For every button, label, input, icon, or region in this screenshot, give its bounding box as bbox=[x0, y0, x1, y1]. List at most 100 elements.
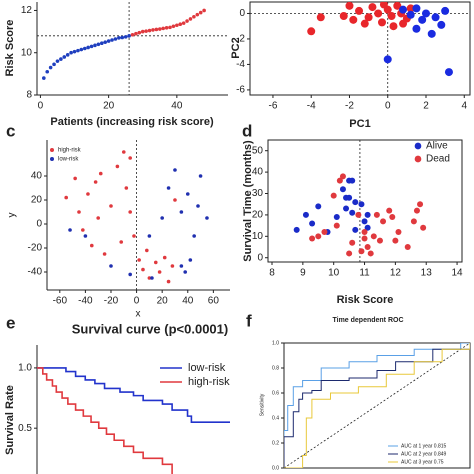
x-tick-label: -20 bbox=[104, 296, 119, 307]
point bbox=[164, 25, 169, 30]
point bbox=[96, 216, 100, 220]
point bbox=[412, 4, 421, 13]
y-tick-label: 40 bbox=[252, 167, 264, 178]
point bbox=[417, 201, 424, 208]
y-axis-label: Survival Time (months) bbox=[242, 140, 254, 262]
point bbox=[168, 25, 172, 30]
point bbox=[198, 10, 203, 15]
point bbox=[73, 176, 77, 181]
legend-label: low-risk bbox=[58, 157, 79, 163]
point bbox=[120, 35, 125, 40]
y-axis-label: Risk Score bbox=[4, 20, 16, 77]
x-tick-label: 11 bbox=[359, 268, 370, 279]
point bbox=[128, 210, 132, 214]
point bbox=[147, 28, 152, 33]
point bbox=[349, 177, 356, 184]
curve bbox=[37, 367, 230, 423]
panel-letter: c bbox=[6, 121, 15, 140]
point bbox=[404, 244, 411, 251]
point bbox=[128, 272, 132, 277]
x-tick-label: 2 bbox=[423, 101, 429, 112]
point bbox=[393, 2, 402, 10]
point bbox=[364, 211, 371, 218]
plot-area bbox=[293, 173, 427, 257]
point bbox=[345, 2, 354, 10]
point bbox=[59, 57, 63, 61]
point bbox=[349, 209, 356, 216]
point bbox=[181, 21, 186, 25]
curve bbox=[284, 343, 470, 468]
y-tick-label: -2 bbox=[236, 34, 245, 45]
point bbox=[192, 14, 196, 19]
point bbox=[171, 24, 176, 29]
y-tick-label: 0.0 bbox=[272, 465, 279, 471]
point bbox=[431, 13, 440, 22]
point bbox=[309, 220, 316, 227]
point bbox=[392, 237, 399, 244]
point bbox=[81, 228, 85, 232]
panel-letter: d bbox=[242, 121, 252, 140]
point bbox=[109, 264, 113, 268]
point bbox=[364, 244, 371, 251]
point bbox=[89, 243, 94, 248]
point bbox=[293, 226, 300, 233]
point bbox=[361, 229, 368, 236]
point bbox=[79, 47, 84, 52]
x-tick-label: 13 bbox=[421, 268, 433, 279]
point bbox=[76, 48, 80, 53]
x-axis-label: Risk Score bbox=[337, 294, 394, 306]
x-tick-label: 0 bbox=[134, 296, 140, 307]
legend-swatch bbox=[414, 155, 422, 163]
point bbox=[106, 39, 111, 43]
plot-area bbox=[64, 150, 209, 284]
point bbox=[157, 270, 162, 274]
point bbox=[413, 207, 420, 214]
point bbox=[389, 214, 396, 221]
point bbox=[48, 65, 53, 70]
point bbox=[134, 31, 138, 36]
point bbox=[64, 195, 68, 200]
legend-swatch bbox=[50, 157, 54, 161]
point bbox=[166, 279, 171, 284]
point bbox=[196, 204, 200, 208]
point bbox=[117, 36, 121, 40]
point bbox=[145, 248, 149, 253]
x-tick-label: 4 bbox=[461, 101, 467, 112]
legend-label: high-risk bbox=[188, 376, 230, 388]
y-tick-label: 40 bbox=[31, 171, 43, 182]
point bbox=[188, 17, 193, 21]
point bbox=[441, 6, 450, 15]
point bbox=[77, 210, 81, 214]
point bbox=[132, 234, 136, 238]
point bbox=[178, 22, 183, 26]
plot-area bbox=[42, 8, 206, 80]
point bbox=[427, 29, 436, 38]
point bbox=[166, 186, 171, 190]
point bbox=[315, 203, 322, 210]
x-tick-label: 14 bbox=[452, 268, 464, 279]
point bbox=[52, 62, 56, 67]
point bbox=[128, 156, 132, 160]
y-axis-label: Survival Rate bbox=[4, 385, 16, 455]
plot-area bbox=[307, 2, 453, 77]
legend-label: AUC at 2 year 0.849 bbox=[401, 451, 447, 457]
y-tick-label: 0 bbox=[239, 8, 245, 19]
point bbox=[358, 201, 365, 208]
point bbox=[364, 13, 373, 22]
x-axis-label: Patients (increasing risk score) bbox=[50, 116, 214, 128]
point bbox=[141, 267, 145, 272]
y-tick-label: 20 bbox=[31, 195, 43, 206]
point bbox=[175, 23, 179, 28]
y-tick-label: -4 bbox=[236, 59, 245, 70]
x-tick-label: 0 bbox=[385, 101, 391, 112]
x-tick-label: -60 bbox=[53, 296, 68, 307]
panel-letter: e bbox=[6, 313, 15, 332]
point bbox=[437, 20, 446, 29]
x-tick-label: 10 bbox=[328, 268, 340, 279]
point bbox=[113, 37, 118, 41]
point bbox=[98, 171, 103, 176]
point bbox=[42, 76, 46, 80]
legend-label: low-risk bbox=[188, 362, 226, 374]
point bbox=[367, 250, 374, 257]
